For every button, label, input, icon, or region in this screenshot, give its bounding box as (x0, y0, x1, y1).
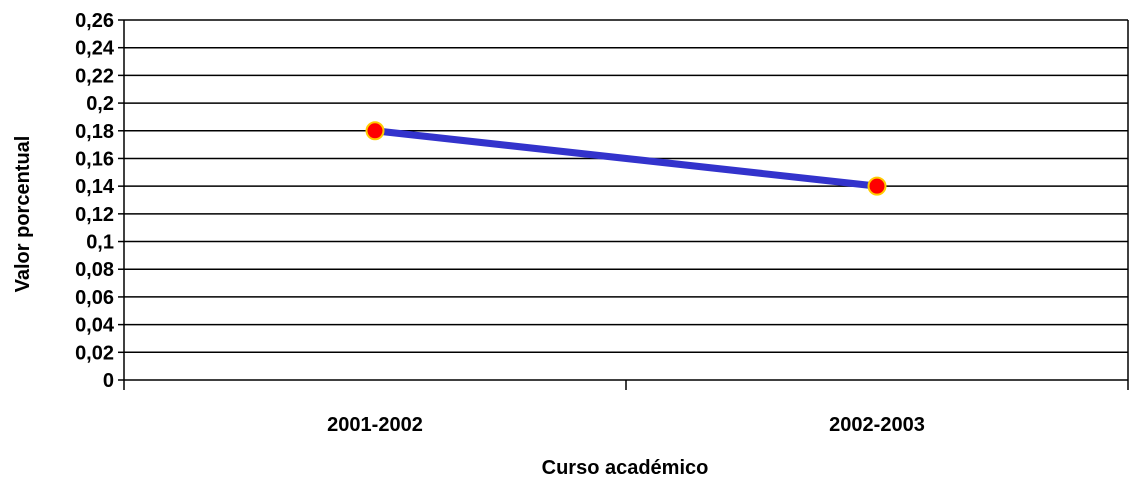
y-tick-label: 0,18 (75, 121, 114, 143)
y-tick-label: 0,22 (75, 65, 114, 87)
data-point (867, 176, 887, 196)
y-tick-label: 0,08 (75, 259, 114, 281)
x-tick-label: 2002-2003 (829, 414, 925, 436)
y-tick-label: 0,04 (75, 315, 115, 337)
y-tick-label: 0,12 (75, 204, 114, 226)
y-tick-label: 0 (103, 370, 114, 392)
y-tick-labels: 0 0,02 0,04 0,06 0,08 0,1 0,12 0,14 0,16 0,18 0,2 0… (75, 10, 115, 392)
series-line (371, 127, 881, 190)
data-point (365, 121, 385, 141)
series (365, 121, 887, 196)
axes (118, 19, 1129, 390)
gridlines (124, 19, 1128, 354)
y-axis-title: Valor porcentual (12, 136, 34, 293)
y-tick-label: 0,02 (75, 342, 114, 364)
y-tick-label: 0,24 (75, 38, 115, 60)
y-tick-label: 0,16 (75, 148, 114, 170)
y-tick-label: 0,14 (75, 176, 115, 198)
y-tick-label: 0,2 (86, 93, 114, 115)
y-tick-label: 0,06 (75, 287, 114, 309)
x-axis-title: Curso académico (542, 457, 709, 479)
x-tick-label: 2001-2002 (327, 414, 423, 436)
y-tick-label: 0,1 (86, 232, 114, 254)
x-tick-labels: 2001-2002 2002-2003 (327, 414, 925, 436)
y-tick-label: 0,26 (75, 10, 114, 32)
